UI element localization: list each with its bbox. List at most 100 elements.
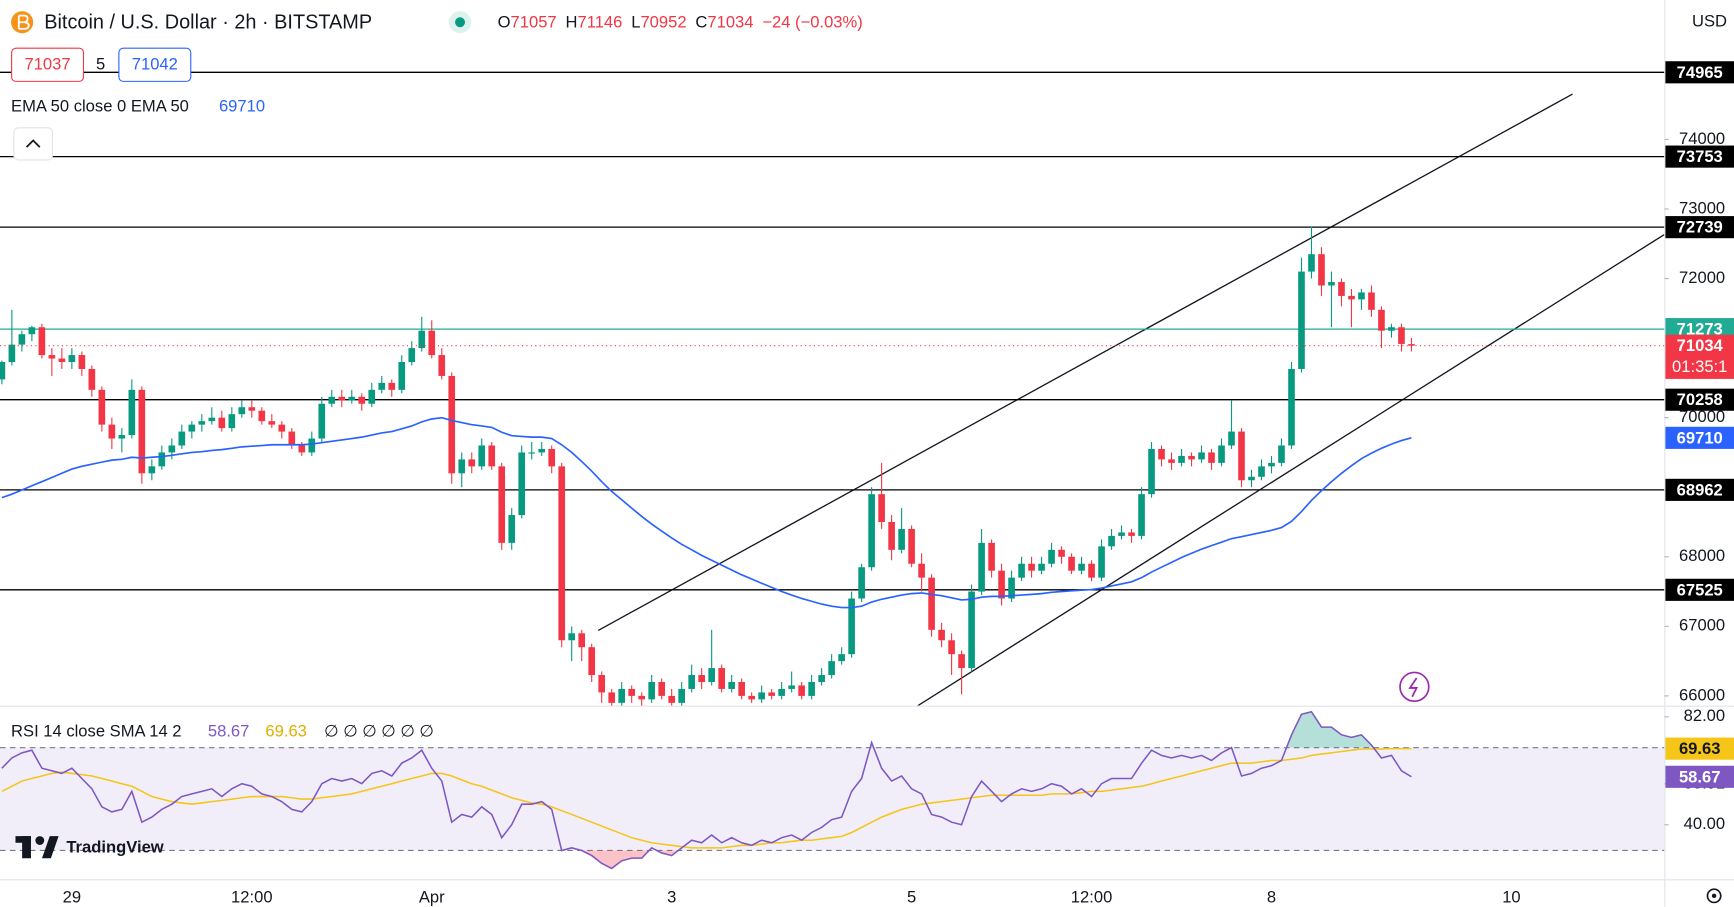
settings-icon[interactable] (1706, 888, 1722, 904)
candle-body (258, 410, 266, 422)
candle-body (578, 633, 586, 648)
rsi-line (1, 710, 1412, 870)
spread: 5 (96, 55, 105, 74)
candle-body (78, 355, 86, 369)
event-bolt (1408, 677, 1419, 698)
candle-body (1188, 455, 1195, 460)
y-tick-label: 40.00 (1684, 814, 1726, 833)
y-tick-label: 70000 (1679, 407, 1725, 426)
candle-body (508, 515, 516, 543)
ema-label: 69710 (1677, 428, 1723, 447)
candle-body (1328, 282, 1335, 286)
candle-body (1198, 452, 1205, 460)
candle-body (1278, 445, 1285, 463)
candle-body (868, 494, 875, 568)
candle-body (8, 344, 16, 363)
bid-box[interactable] (11, 47, 85, 82)
candle-body (848, 598, 855, 655)
candle-body (828, 661, 835, 676)
level-label-bg (1665, 61, 1734, 84)
candle-body (898, 528, 905, 550)
candle-body (918, 563, 925, 578)
candle-body (368, 389, 376, 404)
candle-body (468, 459, 476, 467)
ask-box[interactable] (118, 47, 192, 82)
event-icon[interactable] (1399, 671, 1430, 703)
candle-body (298, 445, 306, 453)
settings-dot[interactable] (1711, 893, 1717, 899)
candle-body (628, 688, 636, 696)
candle-body (958, 654, 965, 669)
ema-label-bg (1665, 426, 1734, 449)
y-tick-label: 66000 (1679, 685, 1725, 704)
candle-body (718, 668, 725, 689)
sma-legend-value: 69.63 (265, 722, 306, 741)
candle-body (608, 692, 616, 703)
candle-body (1258, 466, 1265, 477)
level-label: 67525 (1677, 580, 1723, 599)
candle-body (48, 355, 56, 359)
candle-body (1338, 282, 1345, 296)
candle-body (1118, 532, 1125, 536)
candle-body (378, 382, 386, 390)
level-label: 70258 (1677, 390, 1723, 409)
level-label-bg (1665, 388, 1734, 411)
candle-body (268, 421, 276, 425)
price-pane (0, 71, 1665, 706)
candle-body (1148, 448, 1155, 495)
candle-body (1028, 563, 1035, 571)
candle-body (588, 647, 596, 676)
candle-body (638, 695, 646, 700)
change: −24 (−0.03%) (762, 13, 862, 32)
collapse-button[interactable] (13, 127, 54, 161)
candle-body (1348, 295, 1355, 300)
candle-body (58, 358, 66, 363)
collapse-chevron (25, 139, 41, 148)
channel-lower (917, 233, 1665, 706)
candle-body (1388, 327, 1395, 331)
candle-body (1228, 431, 1235, 446)
candle-body (218, 417, 226, 429)
rsi-label: 58.67 (1679, 767, 1721, 786)
candle-body (118, 435, 126, 439)
y-tick-label: 72000 (1679, 268, 1725, 287)
candle-body (598, 675, 606, 693)
ohlc-letter: H (566, 13, 578, 32)
candle-body (348, 396, 356, 401)
rsi-pane (0, 710, 1665, 870)
candle-body (498, 466, 506, 543)
candle-body (748, 695, 755, 700)
x-tick-label: 29 (63, 887, 81, 906)
settings-ring[interactable] (1706, 888, 1722, 904)
y-tick-label: 68000 (1679, 546, 1725, 565)
candle-body (1308, 254, 1315, 272)
level-label-bg (1665, 478, 1734, 501)
candle-body (1088, 563, 1095, 578)
candle-body (28, 327, 36, 335)
candle-body (858, 567, 865, 599)
candle-body (1358, 292, 1365, 300)
ohlc: O71057 H71146 L70952 C71034 −24 (−0.03%) (498, 13, 863, 32)
candle-body (1378, 309, 1385, 331)
candle-body (18, 334, 26, 345)
candle-body (248, 407, 256, 411)
candle-body (458, 459, 466, 474)
level-label-bg (1665, 145, 1734, 168)
logo-mark (35, 836, 45, 845)
candle-body (1038, 563, 1045, 571)
candle-body (688, 675, 695, 689)
candle-body (1008, 577, 1015, 599)
candle-body (1318, 254, 1325, 286)
sma-label-bg (1665, 737, 1734, 760)
candle-body (168, 445, 176, 453)
candle-body (1158, 448, 1165, 460)
logo-mark (42, 836, 59, 859)
candle-body (328, 396, 336, 404)
level-label: 73753 (1677, 147, 1723, 166)
candle-body (548, 448, 556, 467)
candle-body (1078, 563, 1085, 571)
